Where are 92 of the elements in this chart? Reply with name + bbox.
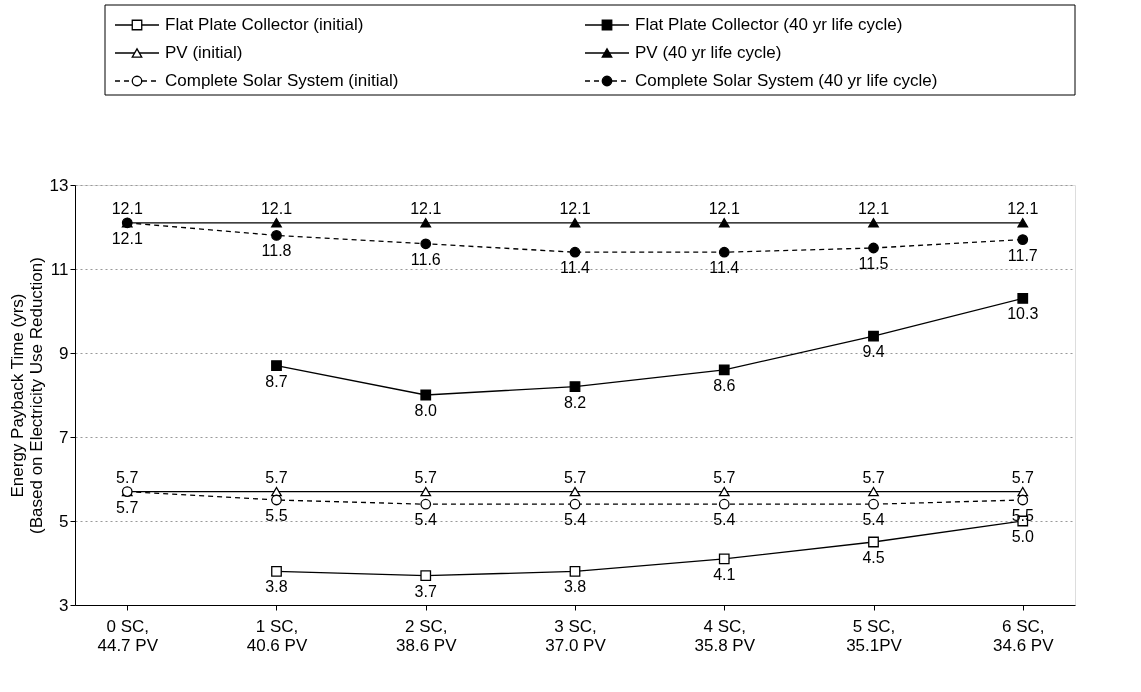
point	[271, 566, 282, 577]
point	[569, 218, 581, 228]
point	[1017, 494, 1029, 506]
data-label: 11.7	[1007, 246, 1038, 264]
data-label: 12.1	[111, 199, 143, 217]
data-label: 11.8	[261, 242, 292, 260]
x-tick-label: 6 SC, 34.6 PV	[993, 616, 1055, 655]
point	[718, 553, 730, 565]
data-label: 5.4	[563, 511, 587, 529]
data-label: 12.1	[111, 229, 143, 247]
y-tick-label: 5	[59, 511, 69, 531]
data-label: 4.5	[862, 549, 885, 566]
x-tick-label: 0 SC, 44.7 PV	[97, 616, 159, 655]
data-label: 5.7	[713, 468, 736, 486]
data-label: 9.4	[862, 343, 885, 361]
data-label: 12.1	[559, 199, 591, 217]
x-tick-label: 5 SC, 35.1PV	[846, 616, 903, 655]
data-label: 11.4	[709, 259, 740, 277]
point	[718, 364, 730, 376]
data-label: 8.0	[414, 402, 437, 419]
data-label: 3.7	[414, 582, 437, 600]
point	[868, 536, 879, 548]
x-tick-label: 3 SC, 37.0 PV	[545, 616, 607, 655]
data-label: 5.4	[713, 511, 736, 529]
point	[420, 389, 432, 401]
point	[868, 498, 879, 510]
data-label: 11.4	[560, 259, 591, 277]
data-label: 3.8	[563, 578, 587, 596]
point	[1017, 293, 1029, 304]
point	[1017, 234, 1029, 245]
point	[569, 566, 581, 577]
x-tick-label: 4 SC, 35.8 PV	[694, 616, 756, 655]
point	[868, 218, 879, 228]
point	[420, 218, 432, 228]
point	[271, 494, 282, 506]
y-tick-label: 7	[59, 427, 69, 447]
legend-label: Flat Plate Collector (initial)	[165, 15, 364, 34]
data-label: 5.7	[563, 468, 587, 486]
point	[718, 498, 730, 510]
point	[420, 238, 432, 250]
point	[271, 230, 282, 241]
point	[718, 246, 730, 258]
data-label: 5.7	[265, 468, 288, 486]
data-label: 12.1	[708, 199, 740, 217]
data-label: 11.5	[858, 255, 889, 272]
data-label: 10.3	[1007, 305, 1039, 323]
point	[718, 218, 730, 228]
data-label: 4.1	[713, 565, 736, 583]
data-label: 12.1	[260, 199, 293, 217]
legend-label: PV (40 yr life cycle)	[635, 43, 782, 62]
legend-label: PV (initial)	[165, 43, 243, 62]
y-tick-label: 13	[49, 175, 69, 195]
y-tick-label: 3	[59, 595, 69, 615]
x-tick-label: 2 SC, 38.6 PV	[396, 616, 458, 655]
data-label: 5.4	[862, 511, 885, 529]
y-tick-label: 9	[59, 343, 69, 363]
point	[420, 498, 432, 510]
point	[569, 486, 581, 497]
data-label: 8.6	[713, 376, 736, 394]
point	[1017, 218, 1029, 228]
data-label: 5.7	[862, 468, 885, 486]
legend-label: Complete Solar System (40 yr life cycle)	[635, 71, 938, 90]
point	[271, 360, 282, 371]
point	[569, 246, 581, 258]
data-label: 3.8	[265, 578, 288, 596]
point	[868, 330, 879, 342]
data-label: 5.0	[1011, 528, 1034, 545]
data-label: 8.2	[563, 393, 587, 411]
data-label: 5.7	[414, 468, 437, 486]
data-label: 8.7	[265, 372, 288, 390]
point	[569, 381, 581, 392]
legend-label: Flat Plate Collector (40 yr life cycle)	[635, 15, 903, 34]
data-label: 12.1	[857, 199, 890, 217]
data-label: 12.1	[1007, 199, 1039, 217]
data-label: 12.1	[410, 199, 442, 217]
point	[868, 242, 879, 254]
data-label: 11.6	[410, 250, 441, 268]
data-label: 5.7	[1011, 468, 1034, 486]
x-tick-label: 1 SC, 40.6 PV	[246, 616, 308, 655]
point	[420, 486, 432, 497]
data-label: 5.4	[414, 511, 437, 529]
point	[868, 486, 879, 497]
data-label: 5.7	[116, 498, 139, 516]
point	[271, 218, 282, 228]
point	[569, 498, 581, 510]
point	[718, 486, 730, 497]
legend-label: Complete Solar System (initial)	[165, 71, 399, 90]
data-label: 5.5	[265, 507, 288, 524]
point	[420, 570, 432, 581]
y-axis-title: Energy Payback Time (yrs) (Based on Electricity Use Reduction)	[7, 257, 46, 534]
y-tick-label: 11	[50, 259, 69, 279]
data-label: 5.7	[116, 468, 139, 486]
